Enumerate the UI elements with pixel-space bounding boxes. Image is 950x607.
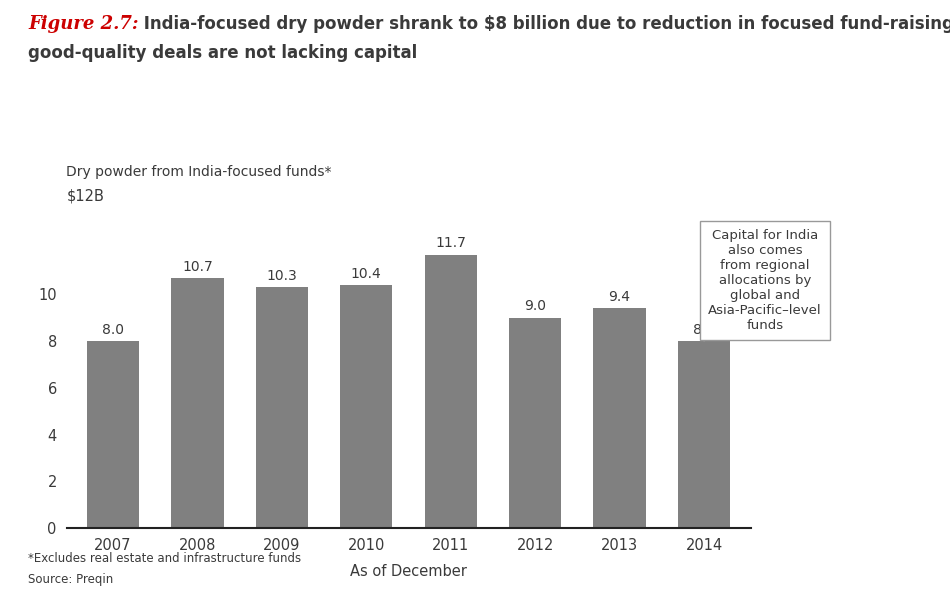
Bar — [340, 285, 392, 528]
Bar — [86, 341, 139, 528]
Text: 11.7: 11.7 — [435, 236, 466, 250]
Text: $12B: $12B — [66, 188, 104, 203]
Text: 8.0: 8.0 — [102, 323, 124, 337]
X-axis label: As of December: As of December — [350, 564, 467, 579]
Text: Dry powder from India-focused funds*: Dry powder from India-focused funds* — [66, 165, 332, 179]
Text: 10.4: 10.4 — [351, 266, 382, 280]
Text: good-quality deals are not lacking capital: good-quality deals are not lacking capit… — [28, 44, 418, 62]
Text: *Excludes real estate and infrastructure funds: *Excludes real estate and infrastructure… — [28, 552, 302, 565]
Text: Source: Preqin: Source: Preqin — [28, 573, 114, 586]
Text: Figure 2.7:: Figure 2.7: — [28, 15, 139, 33]
Bar — [509, 317, 561, 528]
Bar — [594, 308, 646, 528]
Text: India-focused dry powder shrank to $8 billion due to reduction in focused fund-r: India-focused dry powder shrank to $8 bi… — [138, 15, 950, 33]
Text: Capital for India
also comes
from regional
allocations by
global and
Asia-Pacifi: Capital for India also comes from region… — [704, 229, 822, 341]
Bar — [256, 287, 308, 528]
Text: 10.3: 10.3 — [266, 269, 297, 283]
Bar — [678, 341, 731, 528]
Text: 10.7: 10.7 — [182, 260, 213, 274]
Bar — [171, 278, 223, 528]
Text: 8.0: 8.0 — [694, 323, 715, 337]
Bar — [425, 254, 477, 528]
Text: 9.4: 9.4 — [609, 290, 631, 304]
Text: 9.0: 9.0 — [524, 299, 546, 313]
